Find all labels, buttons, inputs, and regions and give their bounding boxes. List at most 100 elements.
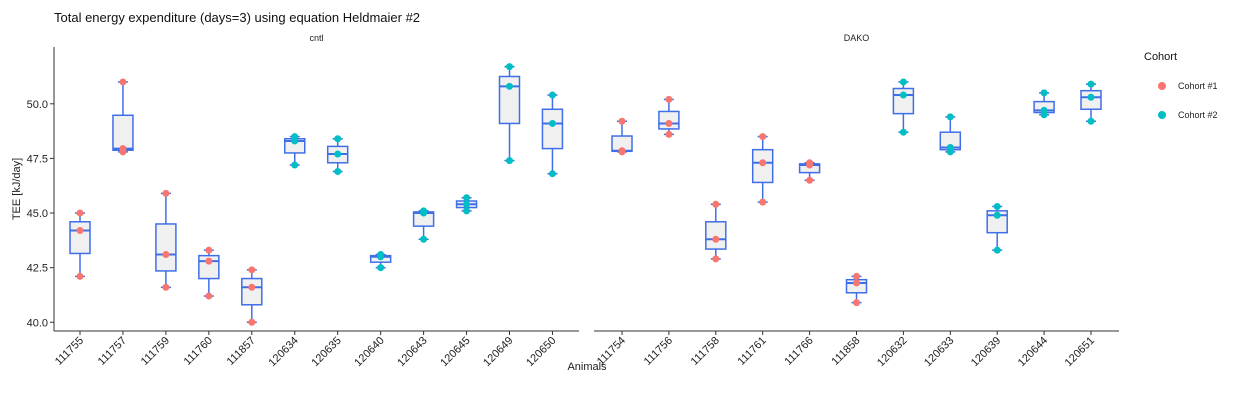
x-tick-label: 111759 xyxy=(139,335,172,368)
data-point xyxy=(712,235,720,243)
panel-strip-label: DAKO xyxy=(844,33,870,43)
data-point xyxy=(665,95,673,103)
box xyxy=(241,277,263,306)
x-tick-label: 120639 xyxy=(969,335,1003,369)
data-point xyxy=(759,133,767,141)
data-point xyxy=(463,200,471,208)
box xyxy=(498,75,521,125)
x-tick-label: 120650 xyxy=(524,335,558,369)
data-point xyxy=(853,272,860,280)
data-point xyxy=(946,113,954,121)
legend: Cohort Cohort #1 Cohort #2 xyxy=(1144,51,1218,129)
data-point xyxy=(248,318,256,326)
y-tick-label: 50.0 xyxy=(27,99,48,111)
x-tick-label: 120640 xyxy=(352,335,386,369)
data-point xyxy=(1087,80,1095,88)
data-point xyxy=(759,198,767,206)
box xyxy=(705,221,727,250)
data-point xyxy=(548,170,556,178)
data-point xyxy=(993,246,1001,254)
data-point xyxy=(506,82,513,90)
data-point xyxy=(712,200,720,208)
legend-item-cohort-2: Cohort #2 xyxy=(1144,100,1218,129)
data-point xyxy=(506,63,513,71)
box xyxy=(112,114,134,151)
y-tick-label: 40.0 xyxy=(27,317,48,329)
x-tick-label: 111757 xyxy=(96,335,129,368)
x-tick-label: 111755 xyxy=(53,335,86,368)
data-point xyxy=(665,130,673,138)
x-tick-label: 120644 xyxy=(1016,335,1050,369)
data-point xyxy=(162,251,170,259)
data-point xyxy=(806,176,814,184)
x-tick-label: 111857 xyxy=(225,335,258,368)
data-point xyxy=(899,78,907,86)
box xyxy=(155,223,177,272)
data-point xyxy=(993,211,1001,219)
data-point xyxy=(248,266,256,274)
x-tick-label: 120635 xyxy=(309,335,343,369)
x-tick-label: 120651 xyxy=(1063,335,1097,369)
x-axis-title: Animals xyxy=(567,361,607,373)
data-point xyxy=(853,279,860,287)
data-point xyxy=(548,119,556,127)
x-tick-label: 111760 xyxy=(182,335,215,368)
data-point xyxy=(463,194,471,202)
data-point xyxy=(899,91,907,99)
x-tick-label: 120643 xyxy=(395,335,429,369)
data-point xyxy=(618,117,626,125)
data-point xyxy=(1040,89,1048,97)
data-point xyxy=(119,78,127,86)
chart-title: Total energy expenditure (days=3) using … xyxy=(54,10,421,25)
data-point xyxy=(76,209,84,217)
data-point xyxy=(899,128,907,136)
data-point xyxy=(377,264,385,272)
legend-title: Cohort xyxy=(1144,51,1178,63)
data-point xyxy=(946,148,954,156)
x-tick-label: 120634 xyxy=(266,335,300,369)
legend-item-cohort-1: Cohort #1 xyxy=(1144,71,1218,100)
data-point xyxy=(334,135,342,143)
data-point xyxy=(162,283,170,291)
panel-strip-label: cntl xyxy=(309,33,323,43)
legend-marker xyxy=(1158,81,1166,90)
data-point xyxy=(76,227,84,235)
x-tick-label: 120645 xyxy=(438,335,472,369)
data-point xyxy=(806,161,814,169)
box xyxy=(986,210,1008,234)
data-point xyxy=(853,299,860,307)
x-tick-label: 111761 xyxy=(736,335,769,368)
x-tick-label: 111756 xyxy=(642,335,675,368)
data-point xyxy=(506,157,513,165)
data-point xyxy=(1040,111,1048,119)
y-tick-label: 42.5 xyxy=(27,263,48,275)
x-tick-label: 111758 xyxy=(689,335,722,368)
data-point xyxy=(993,202,1001,210)
data-point xyxy=(1087,117,1095,125)
y-tick-label: 45.0 xyxy=(27,208,48,220)
data-point xyxy=(420,235,428,243)
data-point xyxy=(291,161,299,169)
data-point xyxy=(712,255,720,263)
data-point xyxy=(248,283,256,291)
legend-marker xyxy=(1158,110,1166,119)
x-tick-label: 111858 xyxy=(829,335,862,368)
y-tick-label: 47.5 xyxy=(27,153,48,165)
x-tick-label: 111766 xyxy=(782,335,815,368)
x-tick-label: 120632 xyxy=(875,335,909,369)
x-tick-label: 120649 xyxy=(481,335,515,369)
data-point xyxy=(291,137,299,145)
data-point xyxy=(463,207,471,215)
data-point xyxy=(162,189,170,197)
data-point xyxy=(1087,93,1095,101)
data-point xyxy=(205,257,213,265)
data-point xyxy=(377,253,385,261)
data-point xyxy=(334,168,342,176)
data-point xyxy=(618,148,626,156)
data-point xyxy=(119,148,127,156)
data-point xyxy=(205,246,213,254)
x-tick-label: 120633 xyxy=(922,335,956,369)
y-axis-title: TEE [kJ/day] xyxy=(11,158,23,220)
data-point xyxy=(334,150,342,158)
